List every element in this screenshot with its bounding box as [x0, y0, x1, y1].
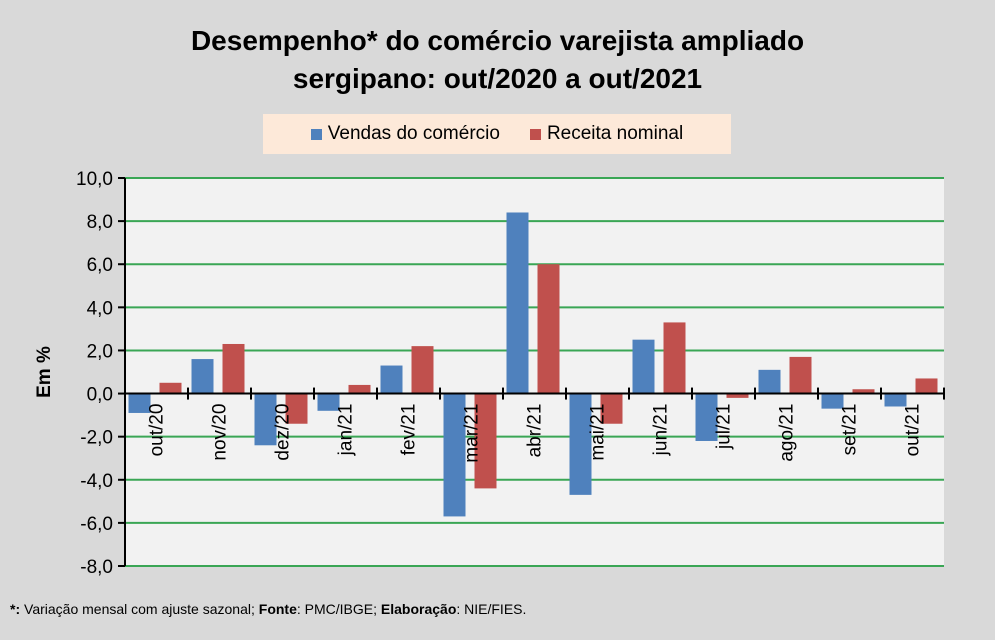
y-tick-label: -8,0 [80, 557, 113, 578]
x-tick-label: jun/21 [651, 404, 672, 457]
x-tick-label: mai/21 [588, 404, 609, 461]
bar-vendas [758, 369, 781, 394]
legend-label-receita: Receita nominal [546, 123, 684, 144]
legend-swatch-blue [310, 128, 322, 140]
bar-receita [222, 343, 245, 394]
footer-author: : NIE/FIES. [456, 601, 527, 617]
y-tick-label: 0,0 [87, 385, 113, 406]
bar-vendas [695, 393, 718, 441]
legend-item-receita: Receita nominal [529, 123, 684, 145]
bar-vendas [317, 393, 340, 411]
y-tick-label: -4,0 [80, 471, 113, 492]
y-tick-label: -2,0 [80, 428, 113, 449]
bar-receita [159, 382, 182, 394]
legend-label-vendas: Vendas do comércio [327, 123, 500, 144]
x-tick-label: ago/21 [777, 404, 798, 462]
legend: Vendas do comércio Receita nominal [263, 114, 731, 154]
x-tick-label: nov/20 [210, 404, 231, 461]
footer-source-label: Fonte [258, 601, 297, 617]
bar-receita [852, 389, 875, 394]
x-tick-label: jul/21 [714, 404, 735, 450]
bar-receita [915, 378, 938, 394]
footer-source: : PMC/IBGE; [296, 601, 381, 617]
chart-title: Desempenho* do comércio varejista amplia… [0, 22, 995, 98]
bar-receita [600, 393, 623, 424]
bar-receita [348, 384, 371, 394]
y-tick-label: 8,0 [87, 212, 113, 233]
chart-title-line-2: sergipano: out/2020 a out/2021 [292, 63, 703, 94]
y-tick-label: -6,0 [80, 514, 113, 535]
x-tick-label: abr/21 [525, 404, 546, 458]
x-tick-label: out/21 [903, 404, 924, 457]
bar-receita [789, 356, 812, 394]
bar-vendas [128, 393, 151, 413]
bar-vendas [632, 339, 655, 394]
bar-receita [726, 393, 749, 398]
footer-author-label: Elaboração [380, 601, 457, 617]
x-tick-label: dez/20 [273, 404, 294, 461]
bar-vendas [443, 393, 466, 517]
bar-vendas [380, 365, 403, 394]
y-tick-label: 6,0 [87, 255, 113, 276]
bar-vendas [821, 393, 844, 409]
bar-receita [411, 346, 434, 394]
footer-asterisk: *: [10, 601, 21, 617]
bar-receita [663, 322, 686, 394]
x-tick-label: set/21 [840, 404, 861, 456]
bar-vendas [254, 393, 277, 446]
y-axis-label: Em % [34, 346, 55, 398]
y-tick-label: 2,0 [87, 341, 113, 362]
x-tick-label: fev/21 [399, 404, 420, 456]
bar-vendas [884, 393, 907, 407]
bar-vendas [506, 212, 529, 394]
legend-swatch-red [529, 128, 541, 140]
footer-note: *: Variação mensal com ajuste sazonal; F… [10, 601, 526, 617]
bar-receita [285, 393, 308, 424]
x-tick-label: mar/21 [462, 404, 483, 463]
plot-area [125, 178, 944, 566]
bar-vendas [191, 359, 214, 394]
y-tick-label: 4,0 [87, 298, 113, 319]
chart-title-line-1: Desempenho* do comércio varejista amplia… [190, 25, 805, 56]
legend-item-vendas: Vendas do comércio [310, 123, 500, 145]
bar-receita [537, 264, 560, 394]
bar-vendas [569, 393, 592, 495]
x-tick-label: jan/21 [336, 404, 357, 457]
footer-note-text: Variação mensal com ajuste sazonal; [20, 601, 259, 617]
x-tick-label: out/20 [147, 404, 168, 457]
y-tick-label: 10,0 [76, 169, 113, 190]
bar-receita [474, 393, 497, 489]
